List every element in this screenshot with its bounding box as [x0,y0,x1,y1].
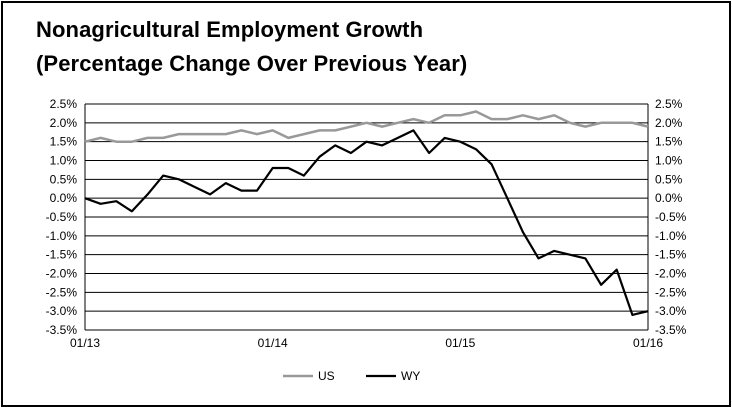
y-tick-label-right: 1.5% [655,135,683,149]
y-tick-label-left: 2.0% [50,116,78,130]
x-tick-label: 01/14 [258,336,288,350]
y-tick-label-right: -1.5% [655,248,687,262]
series-line-us [84,110,649,143]
x-tick-label: 01/13 [70,336,100,350]
legend-label-us: US [318,369,335,383]
y-tick-label-left: 0.0% [50,191,78,205]
y-tick-label-right: 2.5% [655,97,683,111]
legend-label-wy: WY [401,369,420,383]
y-tick-label-left: -2.0% [46,267,78,281]
chart-title: Nonagricultural Employment Growth [36,17,424,42]
chart-subtitle: (Percentage Change Over Previous Year) [36,51,468,76]
x-tick-label: 01/16 [633,336,663,350]
y-tick-label-left: -0.5% [46,210,78,224]
y-tick-label-left: 1.5% [50,135,78,149]
y-tick-label-right: 0.5% [655,172,683,186]
y-tick-label-left: 2.5% [50,97,78,111]
y-tick-label-left: 1.0% [50,154,78,168]
y-tick-label-right: -1.0% [655,229,687,243]
y-tick-label-right: 1.0% [655,154,683,168]
y-tick-label-left: 0.5% [50,172,78,186]
y-tick-label-right: 0.0% [655,191,683,205]
series-line-wy [84,129,649,316]
y-tick-label-right: 2.0% [655,116,683,130]
y-tick-label-right: -3.0% [655,304,687,318]
x-tick-label: 01/15 [445,336,475,350]
y-tick-label-left: -3.0% [46,304,78,318]
y-tick-label-left: -1.5% [46,248,78,262]
y-tick-label-left: -2.5% [46,285,78,299]
y-tick-label-left: -3.5% [46,323,78,337]
y-tick-label-right: -0.5% [655,210,687,224]
y-tick-label-right: -2.0% [655,267,687,281]
y-tick-label-right: -3.5% [655,323,687,337]
y-tick-label-right: -2.5% [655,285,687,299]
y-tick-label-left: -1.0% [46,229,78,243]
